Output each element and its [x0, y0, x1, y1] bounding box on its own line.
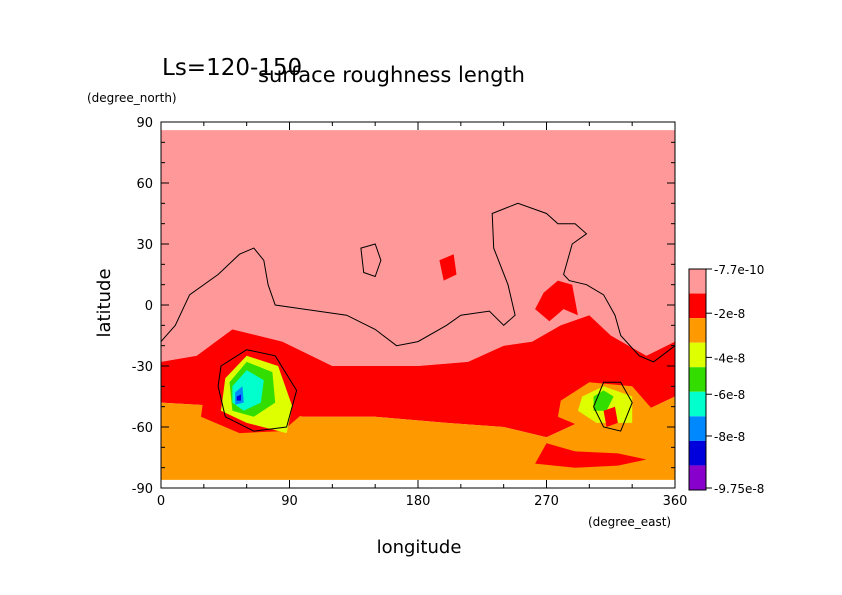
contour-fill-region-3	[535, 280, 578, 322]
colorbar-swatch	[689, 367, 706, 392]
colorbar-legend: -7.7e-10 -2e-8 -4e-8 -6e-8 -8e-8 -9.75e-8	[688, 263, 764, 496]
y-tick-label: 0	[145, 299, 153, 314]
y-tick-label: 30	[136, 238, 153, 253]
y-tick-label: -60	[132, 421, 153, 436]
colorbar-label: -7.7e-10	[714, 263, 764, 277]
x-tick-label: 90	[281, 494, 298, 509]
x-tick-label: 360	[663, 494, 688, 509]
colorbar-swatch	[689, 416, 706, 441]
colorbar-swatch	[689, 342, 706, 368]
y-unit-label: (degree_north)	[87, 91, 177, 105]
crater-contour-argyre	[593, 381, 633, 432]
colorbar-swatch	[689, 440, 706, 466]
period-label: Ls=120-150	[162, 55, 302, 81]
colorbar-label: -4e-8	[714, 351, 745, 365]
y-axis-label: latitude	[94, 268, 115, 337]
contour-fill-region-4	[439, 254, 457, 281]
x-tick-label: 270	[534, 494, 559, 509]
y-tick-label: -90	[132, 482, 153, 497]
colorbar-frame	[688, 268, 707, 491]
contour-fill-region-5	[535, 443, 647, 468]
colorbar-swatch	[689, 318, 706, 343]
y-tick-label: -30	[132, 360, 153, 375]
colorbar-label: -8e-8	[714, 430, 745, 444]
crater-contour-hellas	[217, 349, 298, 432]
colorbar-swatch	[689, 391, 706, 417]
colorbar-swatch	[689, 293, 706, 319]
contour-fill-region-15	[603, 406, 618, 427]
x-tick-label: 180	[406, 494, 431, 509]
colorbar-label: -2e-8	[714, 307, 745, 321]
plot-contours	[160, 202, 676, 432]
plot-regions	[161, 130, 675, 480]
x-axis-label: longitude	[377, 537, 462, 558]
colorbar-swatch	[689, 465, 706, 490]
x-unit-label: (degree_east)	[588, 515, 671, 529]
small-contour	[360, 243, 382, 278]
zero-elevation-contour	[160, 202, 676, 363]
colorbar-label: -9.75e-8	[714, 482, 764, 496]
colorbar-label: -6e-8	[714, 388, 745, 402]
colorbar-swatch	[689, 269, 706, 294]
contour-fill-region-11	[236, 394, 241, 401]
y-tick-label: 60	[136, 177, 153, 192]
chart-title: surface roughness length	[258, 63, 525, 87]
y-tick-label: 90	[136, 116, 153, 131]
x-tick-label: 0	[157, 494, 165, 509]
axis-ticks: 0 90 180 270 360 -90 -60 -30 0 30 60 90	[132, 116, 688, 509]
